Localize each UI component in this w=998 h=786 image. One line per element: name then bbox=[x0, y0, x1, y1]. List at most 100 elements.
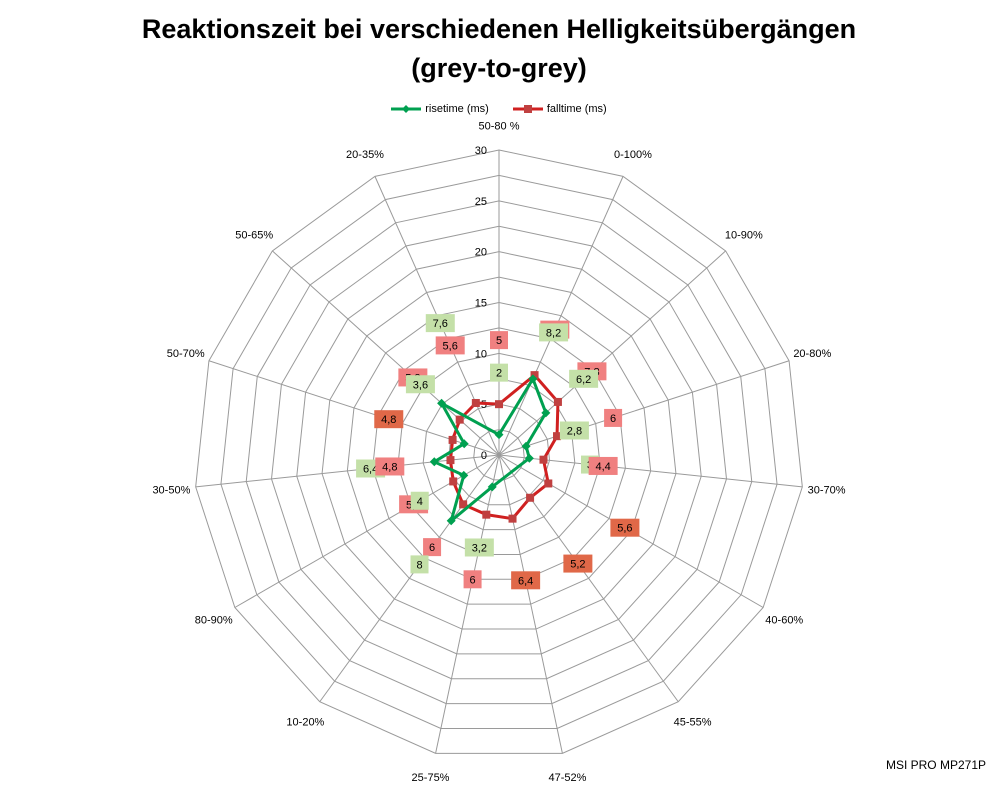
axis-label: 50-80 % bbox=[479, 121, 520, 133]
data-label-box bbox=[375, 457, 405, 476]
data-label-text: 6 bbox=[429, 542, 435, 554]
grid-spoke bbox=[498, 250, 726, 456]
monitor-model-label: MSI PRO MP271P bbox=[885, 758, 986, 772]
grid-ring bbox=[220, 174, 778, 729]
falltime-point bbox=[455, 415, 464, 424]
data-label-box bbox=[563, 554, 593, 573]
grid-ring bbox=[397, 352, 601, 555]
legend-risetime-label: risetime (ms) bbox=[425, 103, 489, 115]
legend-item-falltime: falltime (ms) bbox=[512, 100, 607, 118]
data-label-box bbox=[610, 518, 640, 537]
data-label-box bbox=[588, 456, 618, 475]
data-label-text: 6,4 bbox=[363, 463, 378, 475]
axis-label: 50-70% bbox=[167, 348, 205, 360]
data-label: 8 bbox=[410, 555, 429, 574]
data-label: 2 bbox=[490, 363, 508, 382]
data-label-box bbox=[559, 421, 589, 440]
risetime-point bbox=[528, 374, 538, 384]
data-label-text: 5,2 bbox=[570, 559, 585, 571]
legend: risetime (ms) falltime (ms) bbox=[0, 100, 998, 118]
risetime-point bbox=[437, 398, 447, 408]
data-label: 2,8 bbox=[559, 421, 589, 440]
axis-label: 47-52% bbox=[549, 772, 587, 784]
data-label-text: 5,6 bbox=[617, 523, 632, 535]
risetime-point bbox=[521, 441, 531, 451]
risetime-point bbox=[487, 482, 497, 492]
falltime-point bbox=[471, 398, 480, 407]
falltime-point bbox=[449, 477, 458, 486]
data-label: 6 bbox=[463, 570, 482, 589]
data-label-box bbox=[511, 571, 541, 590]
data-label-box bbox=[410, 491, 429, 510]
falltime-point bbox=[448, 435, 457, 444]
axis-label: 10-90% bbox=[725, 230, 763, 242]
r-tick-label: 25 bbox=[475, 196, 487, 208]
axis-label: 50-65% bbox=[235, 230, 273, 242]
grid-ring bbox=[321, 276, 677, 630]
data-label-text: 2 bbox=[496, 368, 502, 380]
data-label-box bbox=[423, 538, 442, 557]
axis-label: 20-80% bbox=[793, 348, 831, 360]
data-label: 6,4 bbox=[511, 571, 541, 590]
grid-ring bbox=[195, 149, 803, 754]
falltime-point bbox=[495, 400, 503, 409]
data-label-box bbox=[405, 375, 435, 394]
data-label: 5,6 bbox=[610, 518, 640, 537]
data-label-text: 3,6 bbox=[413, 379, 428, 391]
data-label-text: 4,8 bbox=[381, 414, 396, 426]
data-label: 6 bbox=[604, 408, 623, 427]
grid-spoke bbox=[498, 360, 790, 456]
data-label-box bbox=[539, 323, 569, 342]
data-label: 6 bbox=[423, 538, 442, 557]
falltime-point bbox=[482, 510, 491, 519]
falltime-point bbox=[508, 514, 517, 523]
data-label-box bbox=[425, 314, 455, 333]
series-layer bbox=[429, 371, 562, 526]
data-label-text: 3,2 bbox=[472, 542, 487, 554]
falltime-point bbox=[544, 479, 553, 488]
data-label: 6,2 bbox=[569, 369, 599, 388]
data-label-text: 4,4 bbox=[595, 461, 610, 473]
radial-ticks: 0 5 10 15 20 25 30 bbox=[475, 145, 487, 462]
radar-grid bbox=[195, 149, 803, 754]
axis-labels: 50-80 % 0-100% 10-90% 20-80% 30-70% 40-60% 45-… bbox=[152, 121, 845, 785]
falltime-point bbox=[553, 432, 562, 441]
axis-label: 0-100% bbox=[614, 149, 652, 161]
data-label-text: 2,8 bbox=[567, 425, 582, 437]
data-label-box bbox=[374, 410, 404, 429]
falltime-point bbox=[446, 456, 455, 465]
risetime-point bbox=[524, 453, 534, 463]
legend-falltime-label: falltime (ms) bbox=[546, 103, 607, 115]
axis-label: 10-20% bbox=[286, 716, 324, 728]
r-tick-label: 5 bbox=[481, 399, 487, 411]
grid-ring bbox=[270, 225, 728, 680]
data-label: 8,2 bbox=[539, 323, 569, 342]
data-label-box bbox=[464, 538, 494, 557]
data-label-box bbox=[490, 331, 508, 350]
data-label-box bbox=[463, 570, 482, 589]
grid-spoke bbox=[435, 454, 500, 754]
data-label: 5,2 bbox=[563, 554, 593, 573]
data-label: 4,4 bbox=[588, 456, 618, 475]
chart-title-line1: Reaktionszeit bei verschiedenen Helligke… bbox=[141, 14, 857, 44]
chart-title-line2: (grey-to-grey) bbox=[411, 53, 587, 83]
data-label: 5 bbox=[490, 331, 508, 350]
data-label-box bbox=[490, 363, 508, 382]
data-label-text: 6 bbox=[470, 574, 476, 586]
risetime-point bbox=[494, 430, 504, 440]
data-label-text: 4 bbox=[417, 496, 423, 508]
grid-ring bbox=[346, 301, 652, 605]
axis-label: 25-75% bbox=[412, 772, 450, 784]
chart-title: Reaktionszeit bei verschiedenen Helligke… bbox=[0, 10, 998, 88]
legend-item-risetime: risetime (ms) bbox=[391, 100, 489, 118]
data-label: 4 bbox=[410, 491, 429, 510]
data-label-text: 6,2 bbox=[576, 374, 591, 386]
risetime-point bbox=[429, 457, 439, 467]
risetime-point bbox=[459, 470, 469, 480]
risetime-point bbox=[446, 516, 456, 526]
axis-label: 30-70% bbox=[808, 484, 846, 496]
axis-label: 80-90% bbox=[195, 615, 233, 627]
data-label: 7,6 bbox=[425, 314, 455, 333]
risetime-point bbox=[459, 439, 469, 449]
